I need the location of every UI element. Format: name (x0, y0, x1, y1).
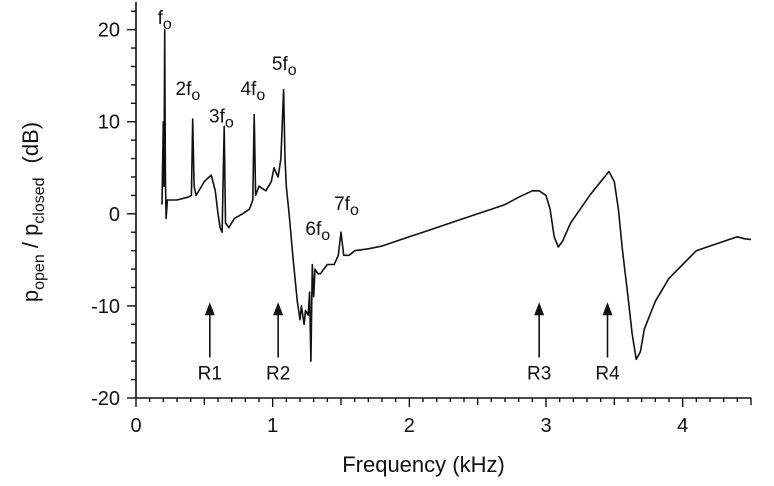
axes (135, 2, 751, 399)
resonance-arrowhead (273, 302, 284, 316)
harmonic-label: 5fo (272, 54, 297, 79)
resonance-label: R2 (266, 363, 290, 384)
y-tick-label: -20 (91, 388, 120, 410)
y-axis-title-sep: / p (18, 224, 43, 255)
y-axis-title-p1: p (18, 290, 43, 302)
harmonic-label: 3fo (209, 107, 234, 132)
y-axis-title-sub1: open (31, 254, 48, 290)
resonance-label: R1 (198, 363, 222, 384)
harmonic-label: 2fo (176, 79, 201, 104)
resonance-label: R3 (527, 363, 551, 384)
x-tick-label: 3 (540, 415, 551, 437)
harmonic-label: fo (158, 8, 172, 33)
resonance-arrowhead (534, 302, 545, 316)
harmonic-label: 4fo (240, 79, 265, 104)
y-tick-label: 20 (98, 20, 120, 42)
y-tick-label: 10 (98, 112, 120, 134)
resonance-arrowhead (204, 302, 215, 316)
harmonic-label: 6fo (305, 219, 330, 244)
x-tick-label: 4 (677, 415, 688, 437)
resonance-arrowhead (602, 302, 613, 316)
y-tick-label: 0 (109, 204, 120, 226)
harmonic-label: 7fo (334, 194, 359, 219)
resonance-label: R4 (595, 363, 620, 384)
x-tick-label: 2 (404, 415, 415, 437)
ticks: 0 1 2 3 4 -20 -10 0 10 20 (91, 10, 752, 437)
series-line (161, 28, 752, 362)
y-tick-label: -10 (91, 296, 120, 318)
x-axis-title: Frequency (kHz) (342, 452, 505, 477)
x-tick-label: 0 (130, 415, 141, 437)
series-group (161, 28, 752, 362)
y-axis-title-unit: (dB) (18, 122, 43, 164)
y-axis-title: popen / pclosed (dB) (18, 122, 48, 302)
x-tick-label: 1 (267, 415, 278, 437)
y-axis-title-sub2: closed (31, 177, 48, 223)
